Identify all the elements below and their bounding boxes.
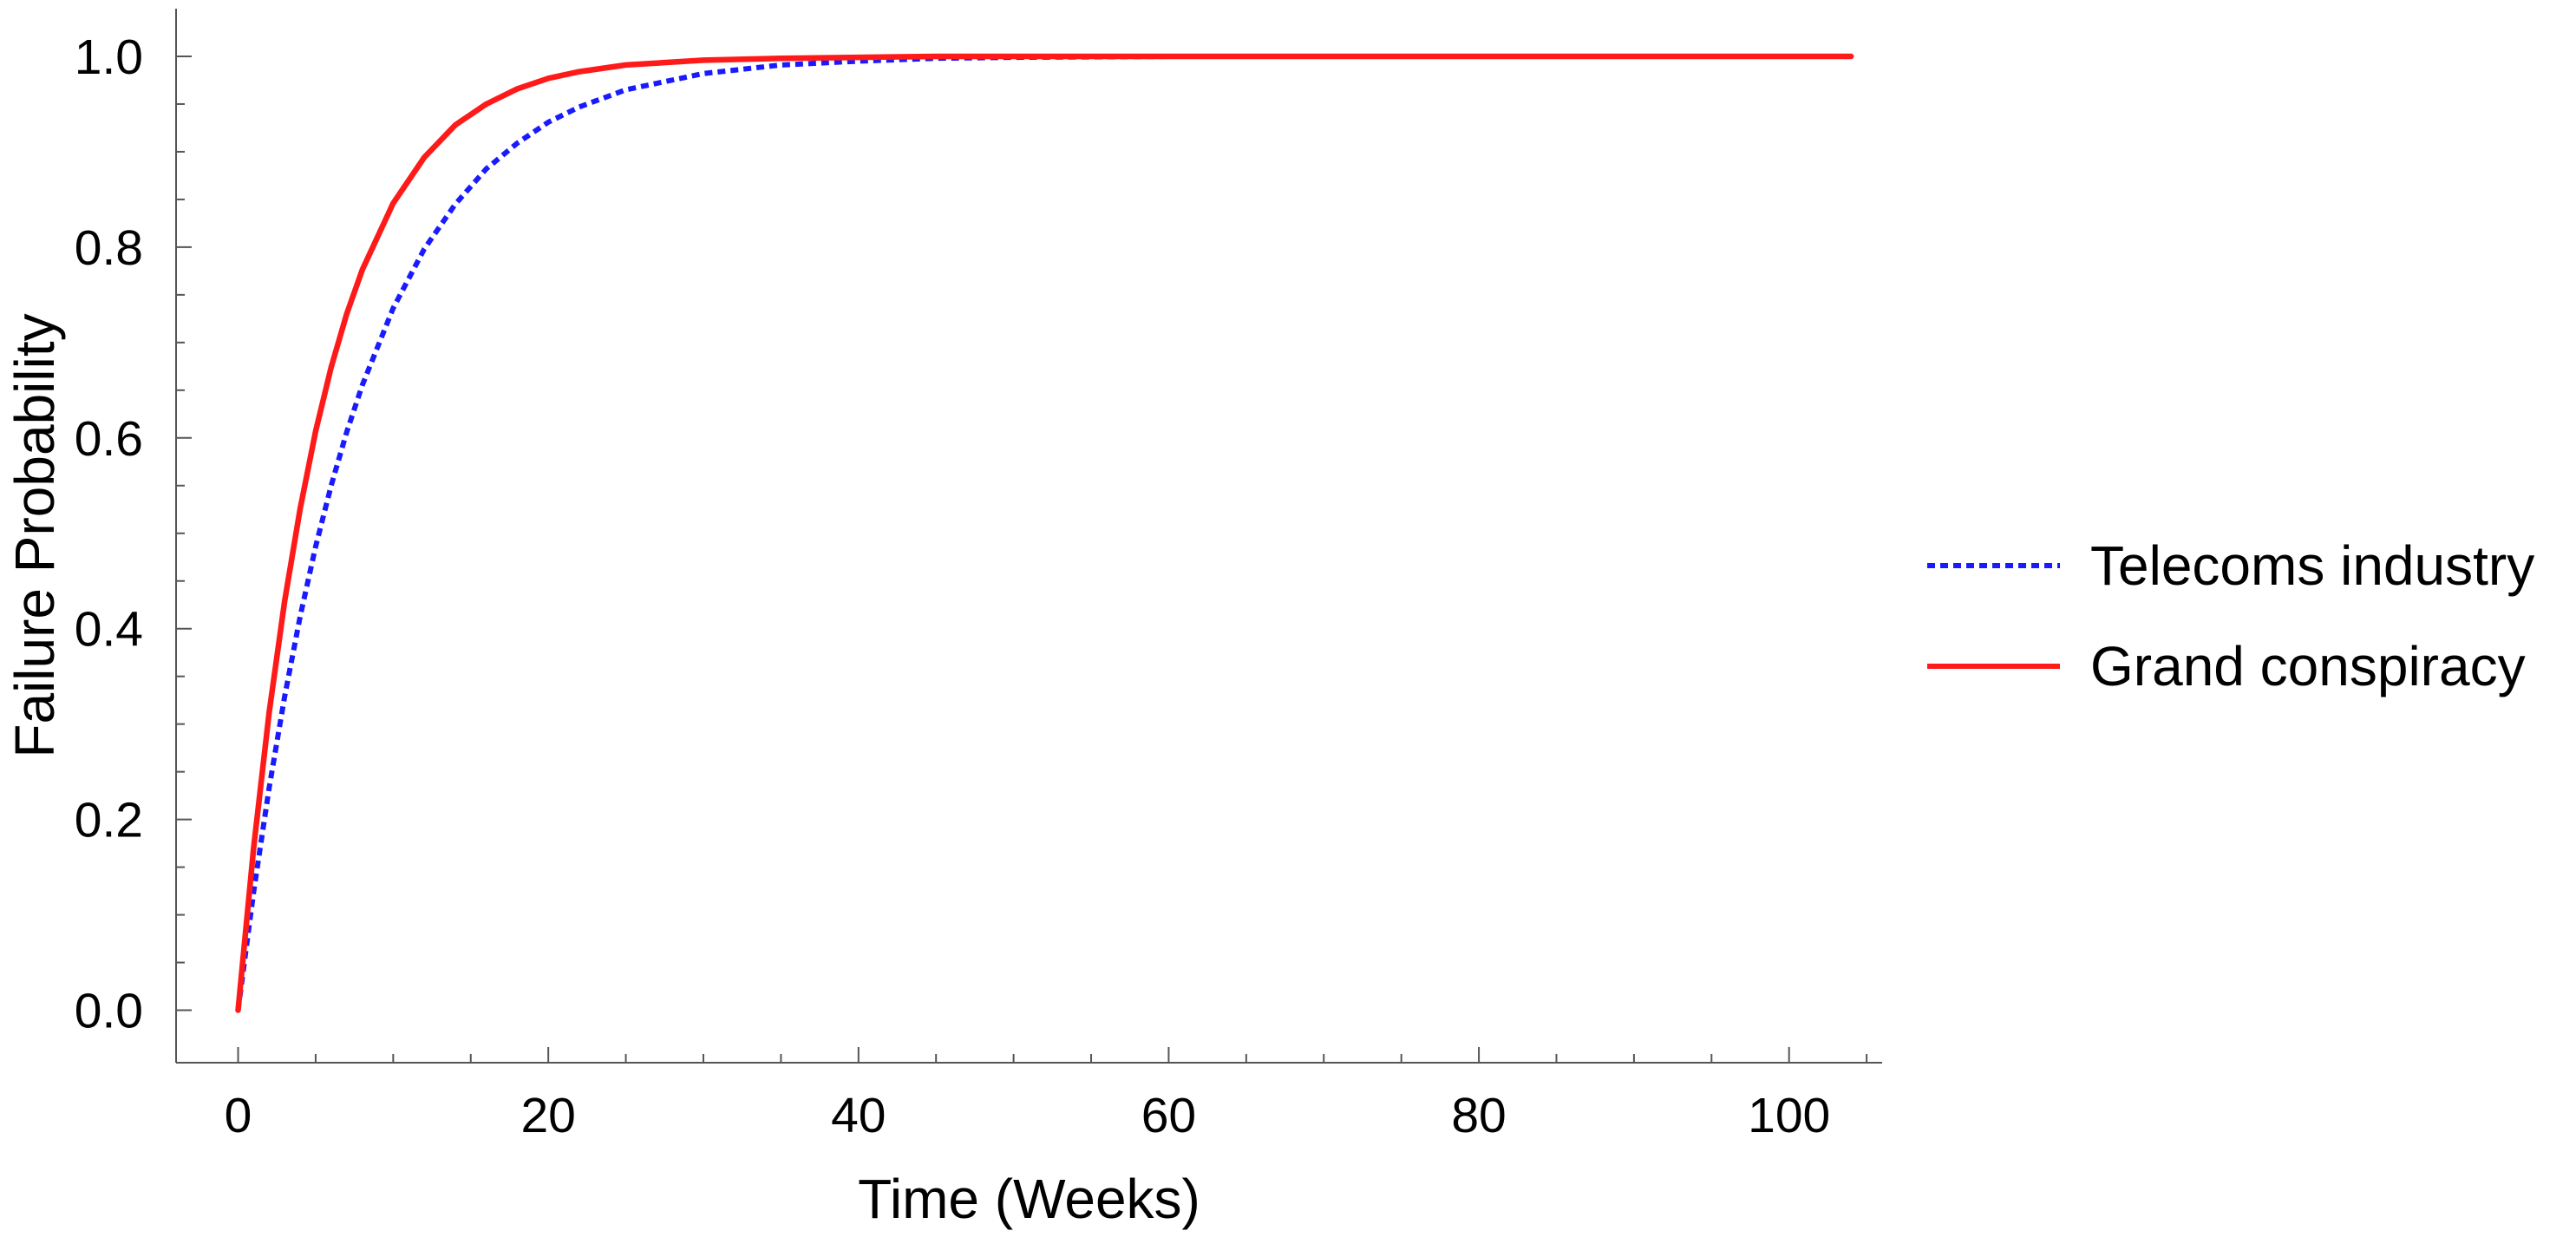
legend-label-telecoms: Telecoms industry — [2090, 534, 2534, 597]
x-axis-title: Time (Weeks) — [858, 1168, 1200, 1230]
legend-label-grand-conspiracy: Grand conspiracy — [2090, 635, 2526, 697]
axes: 0 20 40 60 80 100 0.0 0.2 0.4 0.6 0.8 1.0 — [75, 9, 1882, 1143]
x-tick-label: 0 — [225, 1088, 252, 1143]
y-tick-label: 0.8 — [75, 220, 143, 276]
x-tick-label: 20 — [520, 1088, 575, 1143]
y-tick-label: 0.4 — [75, 602, 143, 658]
legend: Telecoms industry Grand conspiracy — [1927, 534, 2534, 697]
y-tick-label: 0.6 — [75, 411, 143, 467]
y-tick-label: 0.0 — [75, 984, 143, 1039]
x-tick-label: 60 — [1141, 1088, 1196, 1143]
y-tick-label: 1.0 — [75, 29, 143, 85]
series-line-telecoms — [235, 54, 1852, 1011]
y-tick-label: 0.2 — [75, 793, 143, 848]
x-tick-label: 100 — [1748, 1088, 1830, 1143]
plot-area — [235, 53, 1854, 1013]
axis-labels: Time (Weeks) Failure Probability — [3, 313, 1200, 1230]
y-axis-title: Failure Probability — [3, 313, 66, 757]
x-tick-label: 40 — [831, 1088, 886, 1143]
series-line-grand-conspiracy — [235, 53, 1854, 1013]
x-tick-label: 80 — [1451, 1088, 1506, 1143]
